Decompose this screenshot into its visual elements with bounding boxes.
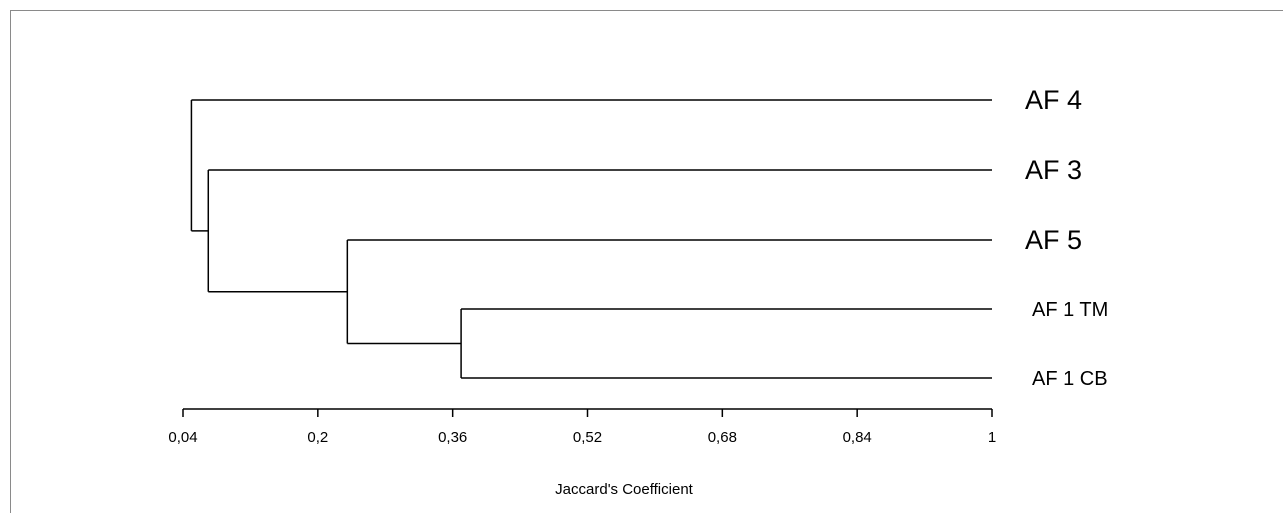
leaf-label: AF 3 [1025,155,1082,185]
x-tick-label: 0,52 [573,429,602,446]
leaf-labels: AF 4 AF 3 AF 5 AF 1 TM AF 1 CB [1025,85,1108,390]
chart-frame [10,10,1283,513]
x-tick-label: 0,36 [438,429,467,446]
x-tick-label: 0,04 [168,429,197,446]
x-tick-label: 0,2 [307,429,328,446]
leaf-label: AF 1 CB [1032,368,1108,390]
x-axis-title: Jaccard's Coefficient [555,481,693,498]
leaf-label: AF 4 [1025,85,1082,115]
x-tick-label: 0,84 [843,429,872,446]
dendrogram-branches [190,99,992,379]
leaf-label: AF 5 [1025,225,1082,255]
x-tick-label: 0,68 [708,429,737,446]
x-axis: 0,04 0,2 0,36 0,52 0,68 0,84 1 [168,408,996,446]
leaf-label: AF 1 TM [1032,299,1108,321]
x-tick-label: 1 [988,429,996,446]
